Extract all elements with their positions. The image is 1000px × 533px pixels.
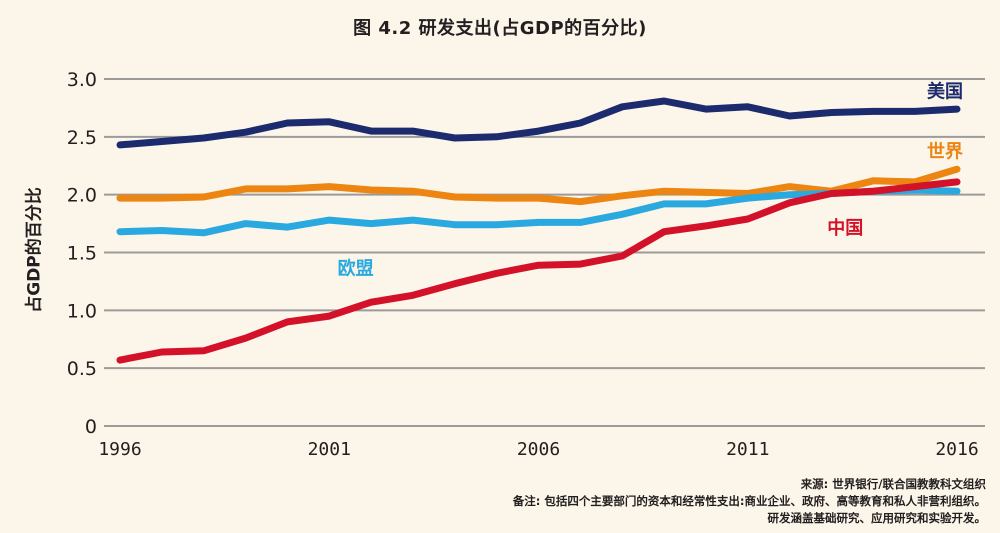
y-axis-ticks: 0 0.5 1.0 1.5 2.0 2.5 3.0	[67, 69, 97, 438]
y-tick-label: 3.0	[67, 69, 97, 91]
x-tick-label: 2016	[935, 439, 978, 460]
series-lines	[116, 97, 961, 364]
footnote-line-1: 备注: 包括四个主要部门的资本和经常性支出:商业企业、政府、高等教育和私人非营利…	[512, 494, 986, 508]
x-tick-label: 2006	[517, 439, 560, 460]
x-tick-label: 2001	[308, 439, 351, 460]
source-note: 来源: 世界银行/联合国教教科文组织	[800, 477, 986, 491]
chart-title: 图 4.2 研发支出(占GDP的百分比)	[353, 18, 647, 39]
gridlines	[104, 78, 985, 427]
x-axis-ticks: 1996 2001 2006 2011 2016	[98, 439, 978, 460]
y-tick-label: 0	[85, 416, 97, 438]
series-label: 世界	[927, 142, 963, 163]
y-tick-label: 2.0	[67, 185, 97, 207]
series-label: 欧盟	[338, 258, 374, 280]
series-line	[116, 165, 961, 206]
x-tick-label: 2011	[726, 439, 769, 460]
y-tick-label: 0.5	[67, 358, 97, 380]
chart-footer: 来源: 世界银行/联合国教教科文组织 备注: 包括四个主要部门的资本和经常性支出…	[513, 476, 986, 527]
y-tick-label: 1.5	[67, 243, 97, 265]
y-tick-label: 2.5	[67, 127, 97, 149]
series-label: 美国	[927, 81, 963, 103]
series-line	[116, 97, 961, 149]
series-label: 中国	[827, 217, 863, 239]
series-line	[116, 178, 961, 364]
x-tick-label: 1996	[98, 439, 141, 460]
y-tick-label: 1.0	[67, 300, 97, 322]
footnote-line-2: 研发涵盖基础研究、应用研究和实验开发。	[767, 511, 987, 525]
